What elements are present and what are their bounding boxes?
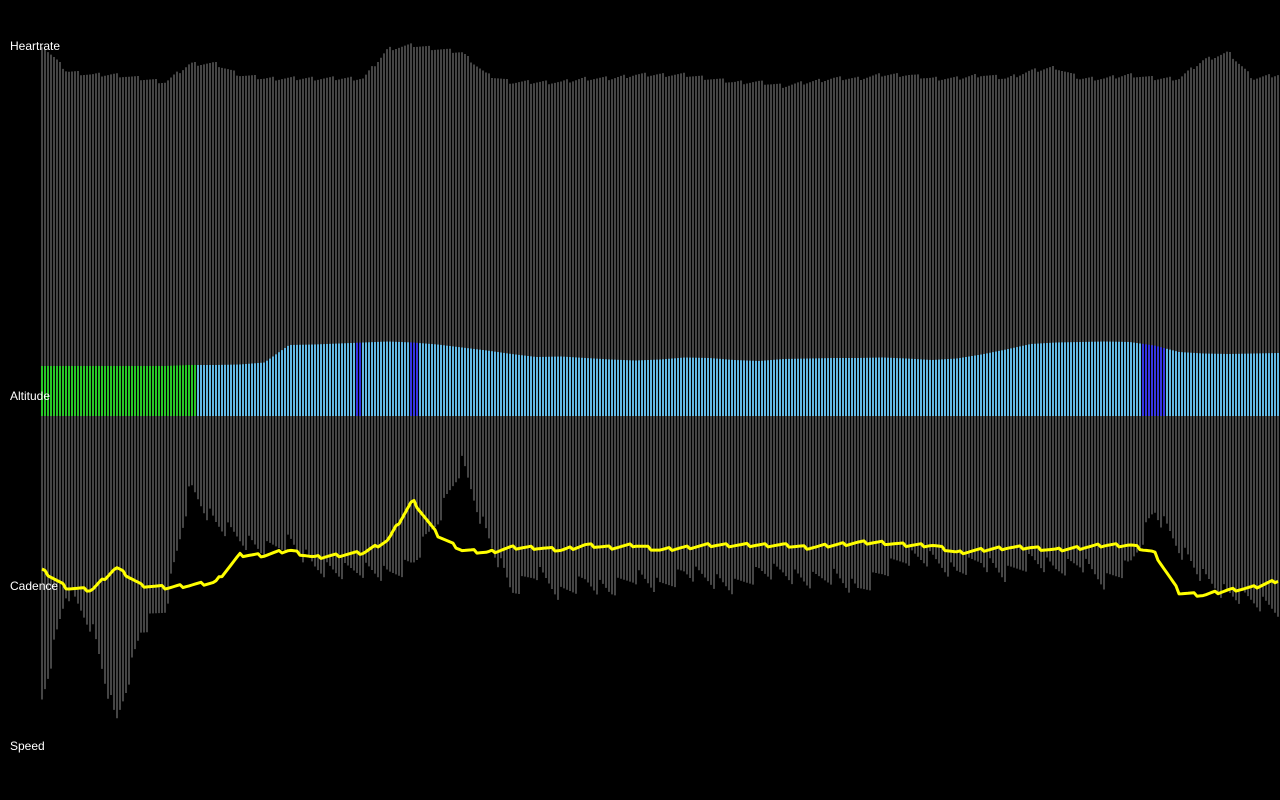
heartrate-label: Heartrate (10, 39, 61, 53)
cadence-label: Cadence (10, 579, 59, 593)
altitude-bars (41, 341, 1279, 416)
cadence-line (41, 498, 1279, 598)
cadence-line-group (41, 498, 1279, 598)
altitude-label: Altitude (10, 389, 51, 403)
speed-label: Speed (10, 739, 45, 753)
speed-bars (41, 415, 1279, 719)
